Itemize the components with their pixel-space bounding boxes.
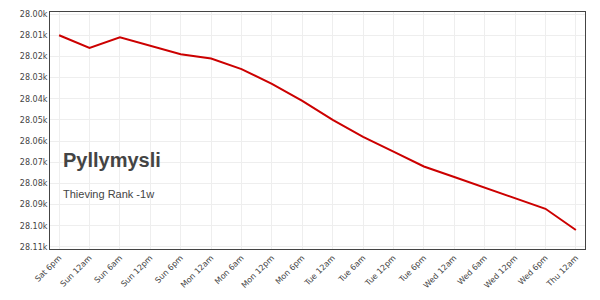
svg-text:Wed 6pm: Wed 6pm bbox=[517, 253, 550, 286]
svg-text:28.09k: 28.09k bbox=[20, 200, 48, 209]
svg-text:Sat 6pm: Sat 6pm bbox=[33, 253, 63, 283]
svg-text:28.01k: 28.01k bbox=[20, 31, 48, 40]
svg-text:28.07k: 28.07k bbox=[20, 158, 48, 167]
svg-text:Mon 12am: Mon 12am bbox=[179, 253, 215, 289]
svg-text:Mon 6pm: Mon 6pm bbox=[274, 253, 307, 286]
svg-text:Tue 6am: Tue 6am bbox=[336, 253, 367, 284]
svg-text:Thu 12am: Thu 12am bbox=[544, 253, 580, 289]
svg-text:28.11k: 28.11k bbox=[20, 243, 48, 252]
svg-text:Sun 6pm: Sun 6pm bbox=[153, 253, 185, 285]
svg-text:Tue 6pm: Tue 6pm bbox=[397, 253, 428, 284]
svg-text:28.08k: 28.08k bbox=[20, 179, 48, 188]
svg-text:Wed 6am: Wed 6am bbox=[456, 253, 489, 286]
svg-text:Pyllymysli: Pyllymysli bbox=[63, 149, 161, 171]
svg-text:28.10k: 28.10k bbox=[20, 222, 48, 231]
svg-text:28.03k: 28.03k bbox=[20, 73, 48, 82]
svg-text:Sun 12pm: Sun 12pm bbox=[119, 253, 154, 288]
svg-text:28.05k: 28.05k bbox=[20, 116, 48, 125]
svg-text:Tue 12am: Tue 12am bbox=[302, 253, 337, 288]
svg-text:Thieving Rank -1w: Thieving Rank -1w bbox=[63, 188, 154, 200]
svg-text:Sun 12am: Sun 12am bbox=[59, 253, 94, 288]
svg-text:28.02k: 28.02k bbox=[20, 52, 48, 61]
svg-text:Tue 12pm: Tue 12pm bbox=[363, 253, 398, 288]
svg-text:Mon 12pm: Mon 12pm bbox=[240, 253, 277, 290]
svg-text:28.00k: 28.00k bbox=[20, 10, 48, 19]
svg-text:Wed 12am: Wed 12am bbox=[422, 253, 459, 290]
svg-text:28.06k: 28.06k bbox=[20, 137, 48, 146]
svg-text:Wed 12pm: Wed 12pm bbox=[483, 253, 520, 290]
svg-text:Sun 6am: Sun 6am bbox=[93, 253, 125, 285]
svg-text:28.04k: 28.04k bbox=[20, 95, 48, 104]
svg-text:Mon 6am: Mon 6am bbox=[213, 253, 246, 286]
